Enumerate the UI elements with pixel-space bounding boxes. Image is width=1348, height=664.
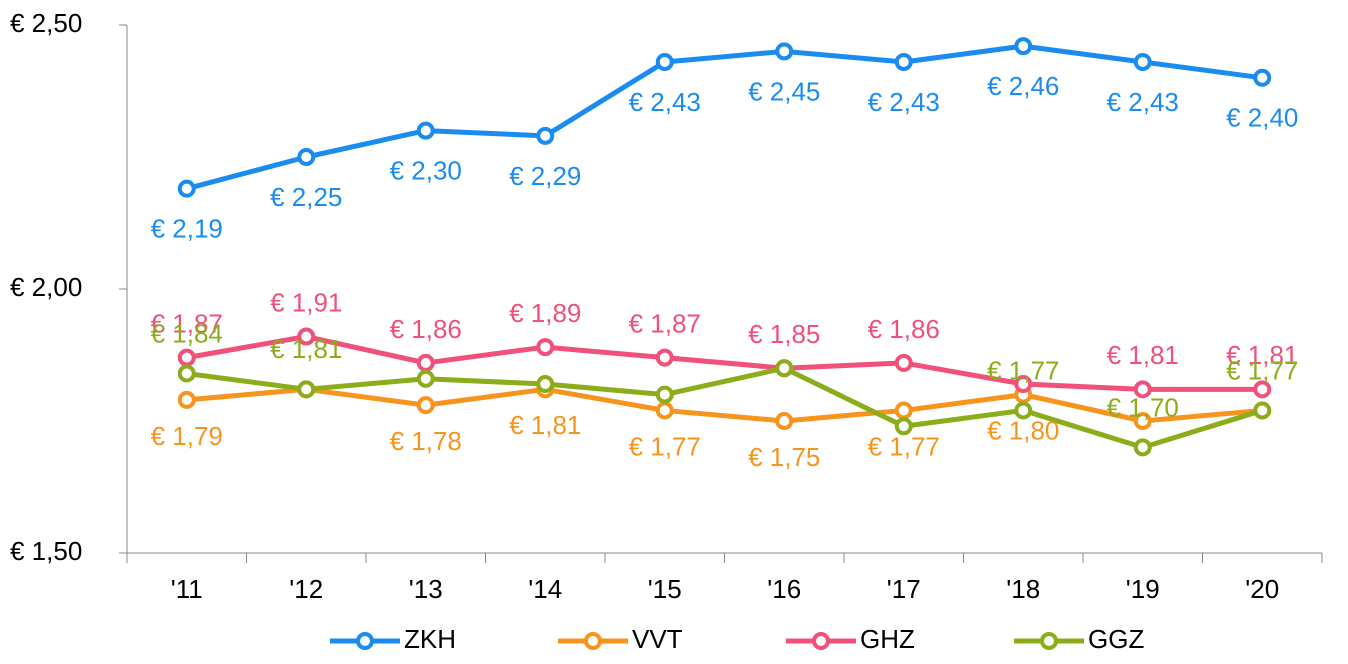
series-line xyxy=(186,386,1263,424)
legend-label: ZKH xyxy=(404,624,456,654)
data-point xyxy=(655,52,674,71)
data-label: € 1,77 xyxy=(868,431,940,461)
legend-label: VVT xyxy=(632,624,683,654)
data-point xyxy=(1133,412,1152,430)
legend-label: GHZ xyxy=(860,624,915,654)
data-label: € 1,81 xyxy=(1226,340,1298,370)
data-point xyxy=(894,52,913,71)
x-tick-label: '15 xyxy=(648,574,682,604)
data-point xyxy=(894,401,913,420)
x-tick-label: '12 xyxy=(289,574,323,604)
data-label: € 2,43 xyxy=(629,87,701,117)
data-point xyxy=(536,126,555,145)
data-label: € 2,43 xyxy=(868,87,940,117)
data-point xyxy=(1253,380,1272,399)
data-label: € 1,87 xyxy=(629,309,701,339)
data-point xyxy=(894,417,913,436)
data-label: € 1,77 xyxy=(987,355,1059,385)
data-label: € 2,45 xyxy=(748,76,820,106)
data-point xyxy=(775,412,794,430)
data-point xyxy=(297,380,316,399)
data-label: € 1,87 xyxy=(151,309,223,339)
data-point xyxy=(416,396,435,415)
data-label: € 2,29 xyxy=(509,161,581,191)
data-point xyxy=(297,148,316,166)
legend-marker xyxy=(584,632,602,650)
data-label: € 1,85 xyxy=(748,319,820,349)
data-point xyxy=(177,348,196,367)
legend-marker xyxy=(1040,632,1058,650)
data-label: € 1,70 xyxy=(1107,392,1179,422)
y-tick-label: € 2,50 xyxy=(10,8,82,38)
y-tick-label: € 1,50 xyxy=(10,536,82,566)
legend-marker xyxy=(356,632,374,650)
data-point xyxy=(775,42,794,61)
x-tick-label: '11 xyxy=(171,574,203,604)
data-point xyxy=(297,327,316,346)
data-label: € 2,46 xyxy=(987,71,1059,101)
x-tick-label: '13 xyxy=(409,574,443,604)
data-label: € 2,43 xyxy=(1107,87,1179,117)
x-tick-label: '14 xyxy=(528,574,562,604)
data-label: € 2,30 xyxy=(390,155,462,185)
y-tick-label: € 2,00 xyxy=(10,272,82,302)
data-label: € 1,77 xyxy=(629,431,701,461)
series-line xyxy=(186,365,1263,450)
data-label: € 2,19 xyxy=(151,214,223,244)
data-point xyxy=(655,385,674,404)
legend-label: GGZ xyxy=(1088,624,1144,654)
data-point xyxy=(655,348,674,367)
data-point xyxy=(1014,375,1033,394)
data-point xyxy=(1253,68,1272,87)
data-label: € 1,89 xyxy=(509,298,581,328)
data-point xyxy=(655,401,674,420)
data-label: € 1,78 xyxy=(390,426,462,456)
data-point xyxy=(177,390,196,409)
data-label: € 1,75 xyxy=(748,442,820,472)
legend-marker xyxy=(812,632,830,650)
data-point xyxy=(416,121,435,140)
data-label: € 1,86 xyxy=(390,314,462,344)
x-tick-label: '18 xyxy=(1006,574,1040,604)
data-point xyxy=(416,369,435,388)
data-label: € 1,91 xyxy=(270,287,342,317)
data-point xyxy=(1014,401,1033,420)
data-point xyxy=(1133,52,1152,71)
data-label: € 1,77 xyxy=(1226,355,1298,385)
data-label: € 2,25 xyxy=(270,182,342,212)
x-tick-label: '17 xyxy=(887,574,921,604)
x-tick-label: '20 xyxy=(1245,574,1279,604)
data-point xyxy=(1133,438,1152,457)
x-tick-label: '19 xyxy=(1126,574,1160,604)
data-point xyxy=(1133,380,1152,399)
data-label: € 1,81 xyxy=(1107,340,1179,370)
data-label: € 1,80 xyxy=(987,415,1059,445)
data-point xyxy=(177,364,196,383)
data-point xyxy=(416,353,435,372)
data-label: € 1,81 xyxy=(509,410,581,440)
series-line xyxy=(186,334,1263,392)
data-point xyxy=(1253,401,1272,420)
data-point xyxy=(894,353,913,372)
data-point xyxy=(536,375,555,394)
data-label: € 1,81 xyxy=(270,334,342,364)
data-label: € 1,84 xyxy=(151,318,223,348)
data-label: € 2,40 xyxy=(1226,103,1298,133)
data-point xyxy=(536,338,555,357)
x-tick-label: '16 xyxy=(767,574,801,604)
data-label: € 1,79 xyxy=(151,421,223,451)
series-line xyxy=(186,43,1263,192)
data-point xyxy=(1014,37,1033,56)
data-label: € 1,86 xyxy=(868,314,940,344)
data-point xyxy=(775,359,794,378)
data-point xyxy=(177,179,196,198)
